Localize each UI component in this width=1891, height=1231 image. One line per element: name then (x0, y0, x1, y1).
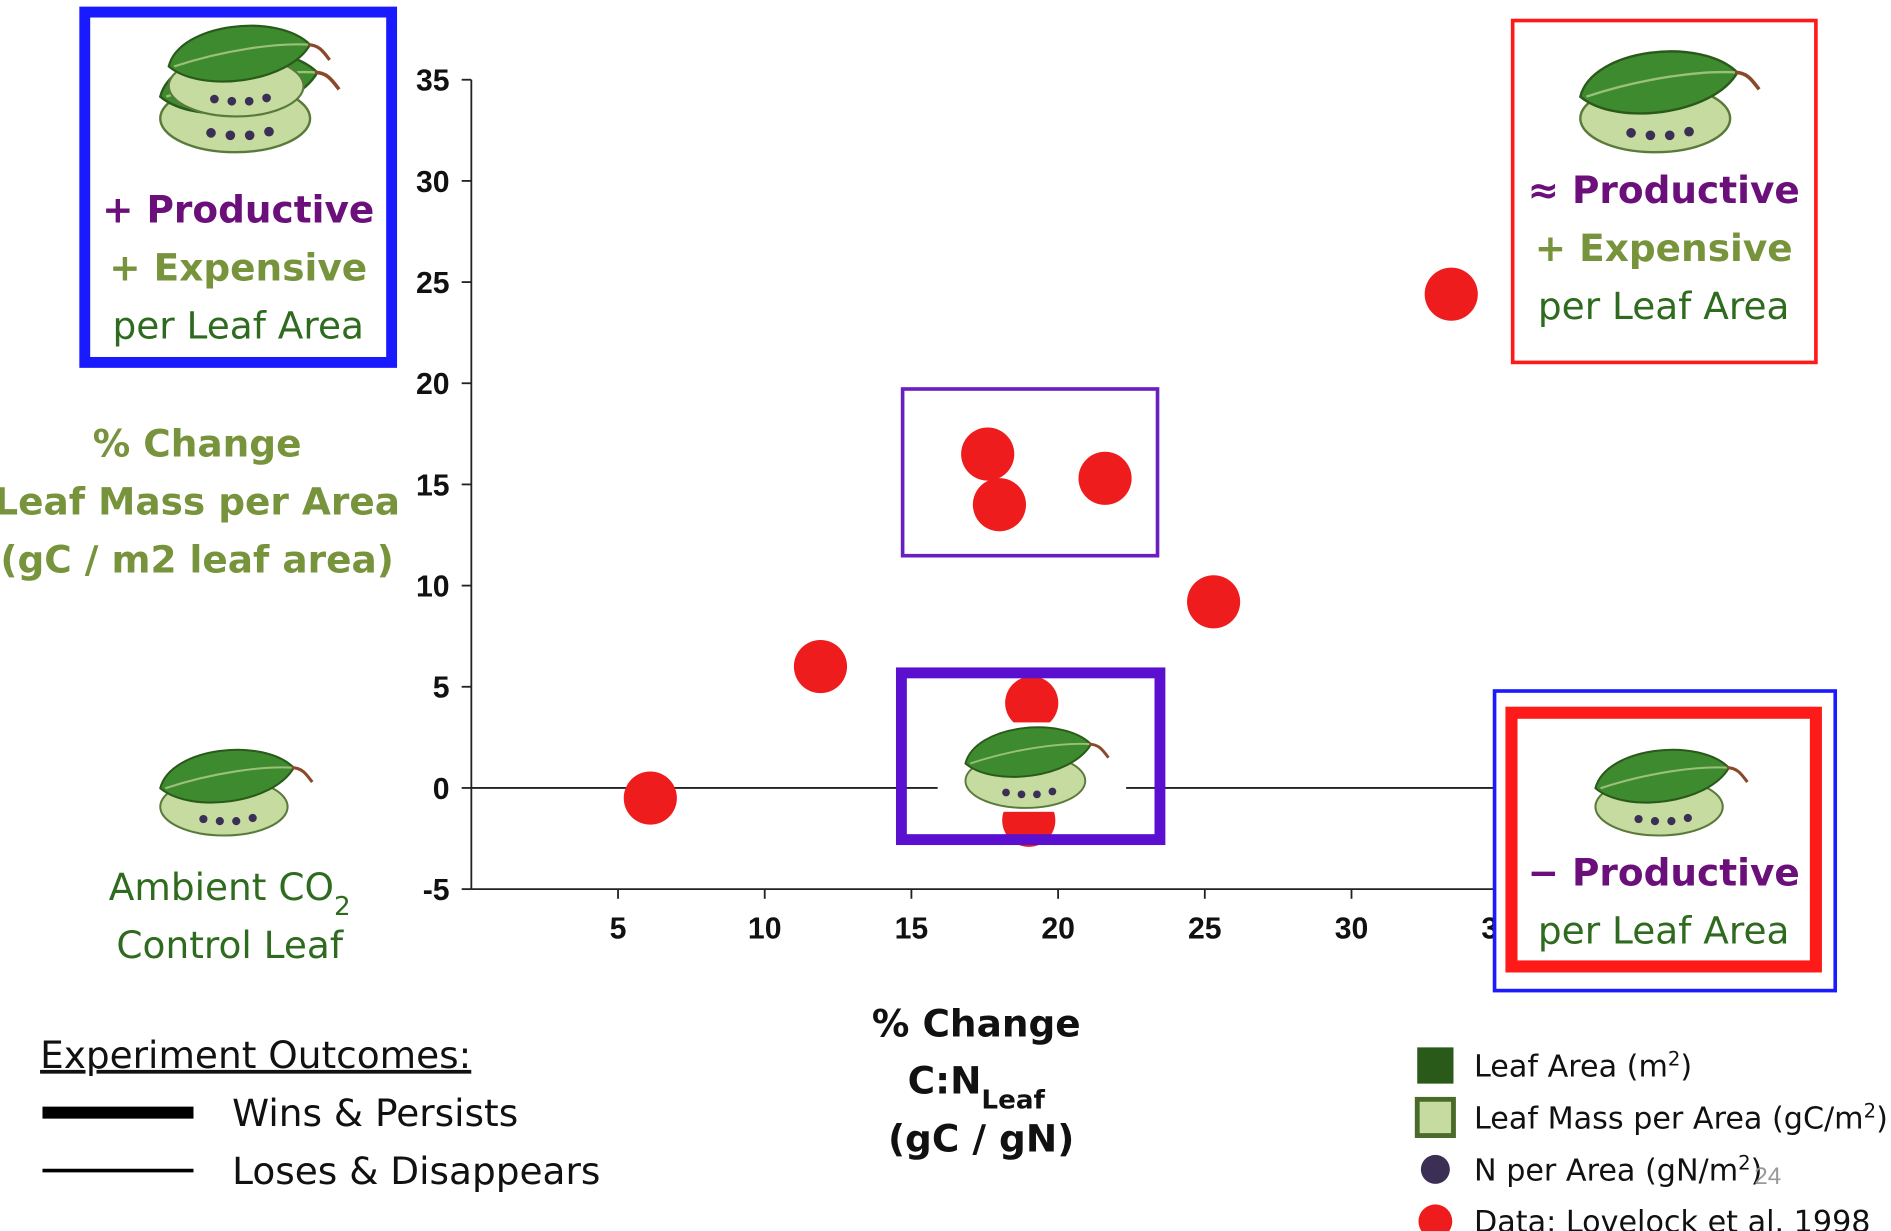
y-tick-label: 10 (416, 570, 450, 603)
leaf-icon (160, 750, 312, 836)
legend-swatch (1421, 1155, 1450, 1184)
data-point (973, 478, 1026, 531)
annotation: + Productive (102, 187, 374, 231)
annotation: + Expensive (109, 245, 367, 289)
legend-label: N per Area (gN/m2) (1474, 1151, 1762, 1188)
x-axis-label: (gC / gN) (888, 1116, 1074, 1160)
x-tick-label: 10 (748, 913, 782, 946)
y-axis-label: (gC / m2 leaf area) (0, 538, 394, 582)
text-part: − Productive (1528, 850, 1800, 894)
text-part: + Expensive (109, 245, 367, 289)
data-point (1005, 676, 1058, 729)
text-part: per Leaf Area (112, 303, 363, 347)
data-point (1425, 268, 1478, 321)
annotation: Ambient CO2 (109, 865, 351, 922)
text-sup: 2 (1864, 1099, 1877, 1122)
text-part: + Productive (102, 187, 374, 231)
text-part: ) (1876, 1101, 1888, 1136)
text-sub: 2 (334, 892, 351, 922)
text-part: Ambient CO (109, 865, 334, 909)
chart: -5051015202530355101520253035 + Producti… (0, 0, 1891, 1231)
data-point (1187, 575, 1240, 628)
y-tick-label: 15 (416, 469, 450, 502)
y-tick-label: 30 (416, 166, 450, 199)
x-axis-label: C:NLeaf (908, 1058, 1046, 1115)
text-sub: Leaf (981, 1085, 1045, 1115)
legend-label: Data: Lovelock et al. 1998 (1474, 1205, 1870, 1231)
legend-swatch (1417, 1099, 1453, 1135)
outcome-label: Loses & Disappears (232, 1149, 600, 1193)
x-axis-label: % Change (872, 1002, 1081, 1046)
legend-label: Leaf Area (m2) (1474, 1047, 1692, 1085)
text-part: Experiment Outcomes: (40, 1033, 471, 1077)
text-part: ) (1680, 1049, 1692, 1084)
text-part: ≈ Productive (1528, 168, 1800, 212)
annotation: per Leaf Area (1538, 284, 1790, 328)
data-point (624, 771, 677, 824)
text-part: Leaf Mass per Area (0, 480, 400, 524)
x-tick-label: 5 (610, 913, 627, 946)
data-point (961, 427, 1014, 480)
x-tick-label: 20 (1041, 913, 1075, 946)
plot-area: -5051015202530355101520253035 (416, 65, 1515, 946)
text-part: Loses & Disappears (232, 1149, 600, 1193)
annotation: − Productive (1528, 850, 1800, 894)
legend-label: Leaf Mass per Area (gC/m2) (1474, 1099, 1888, 1137)
y-tick-label: 5 (433, 672, 450, 705)
y-axis-label: Leaf Mass per Area (0, 480, 400, 524)
page: -5051015202530355101520253035 + Producti… (0, 0, 1891, 1231)
annotation: ≈ Productive (1528, 168, 1800, 212)
x-tick-label: 30 (1335, 913, 1369, 946)
annotation: + Expensive (1535, 226, 1793, 270)
page-number: 24 (1754, 1163, 1781, 1190)
text-part: + Expensive (1535, 226, 1793, 270)
data-point (1078, 452, 1131, 505)
text-part: % Change (872, 1002, 1081, 1046)
y-tick-label: -5 (423, 874, 450, 907)
overlay: + Productive + Expensive per Leaf Area ≈ Pr… (0, 12, 1888, 1231)
text-part: N per Area (gN/m (1474, 1153, 1738, 1188)
text-part: C:N (908, 1058, 982, 1102)
y-tick-label: 0 (433, 773, 450, 806)
x-tick-label: 15 (895, 913, 929, 946)
y-axis-label: % Change (93, 422, 302, 466)
y-tick-label: 25 (416, 267, 450, 300)
text-part: Data: Lovelock et al. 1998 (1474, 1205, 1870, 1231)
annotation: Control Leaf (116, 923, 343, 967)
text-part: % Change (93, 422, 302, 466)
y-tick-label: 35 (416, 65, 450, 98)
outcomes-title: Experiment Outcomes: (40, 1033, 471, 1077)
text-sup: 2 (1738, 1151, 1751, 1174)
annotation: per Leaf Area (112, 303, 363, 347)
text-sup: 2 (1668, 1047, 1681, 1070)
text-part: Leaf Mass per Area (gC/m (1474, 1101, 1864, 1136)
text-part: per Leaf Area (1538, 284, 1790, 328)
text-part: (gC / m2 leaf area) (0, 538, 394, 582)
legend-swatch (1417, 1047, 1453, 1083)
legend-swatch (1418, 1204, 1452, 1231)
x-tick-label: 25 (1188, 913, 1222, 946)
annotation: per Leaf Area (1538, 908, 1790, 952)
y-tick-label: 20 (416, 368, 450, 401)
text-part: (gC / gN) (888, 1116, 1074, 1160)
text-part: 24 (1754, 1163, 1781, 1190)
outcome-label: Wins & Persists (232, 1091, 518, 1135)
text-part: Leaf Area (m (1474, 1049, 1668, 1084)
text-part: per Leaf Area (1538, 908, 1790, 952)
data-point (794, 640, 847, 693)
text-part: Wins & Persists (232, 1091, 518, 1135)
text-part: Control Leaf (116, 923, 343, 967)
